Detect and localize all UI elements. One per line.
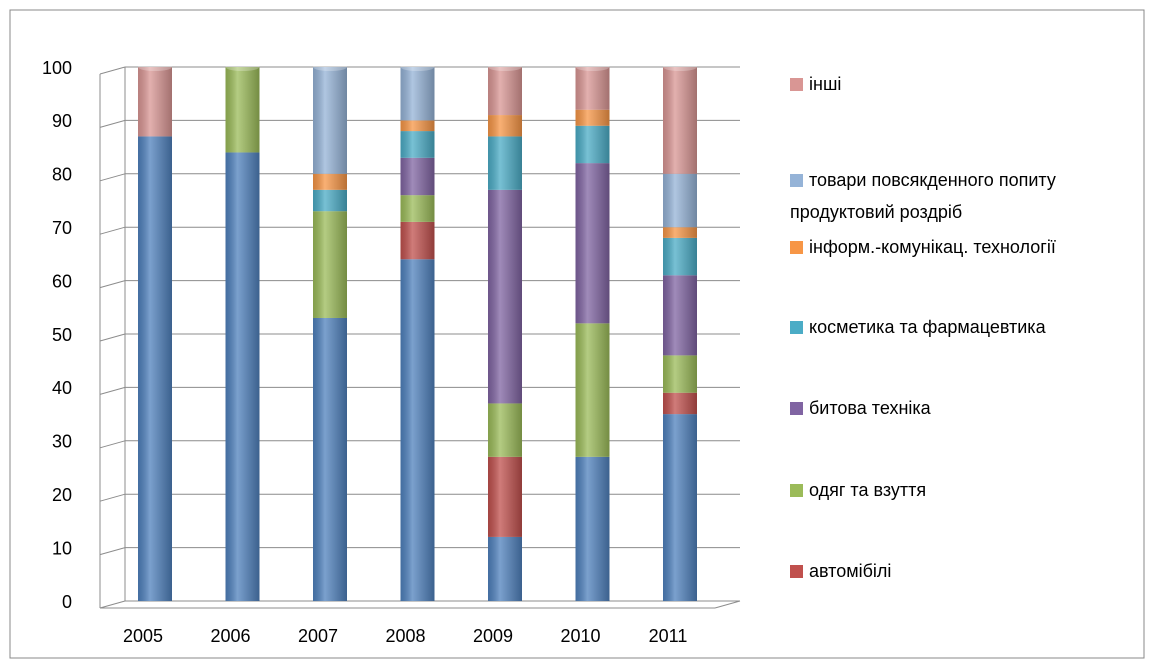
y-tick-label: 90 xyxy=(52,111,72,131)
legend-label: битова техніка xyxy=(809,398,931,418)
bar-shade xyxy=(225,67,260,153)
bar-shade xyxy=(663,67,697,174)
bar-shade xyxy=(313,67,347,174)
legend-entry: косметика та фармацевтика xyxy=(790,311,1130,343)
legend-swatch xyxy=(790,78,803,91)
bar-shade xyxy=(400,221,435,260)
bar-shade xyxy=(663,355,697,393)
bar-shade xyxy=(400,195,435,222)
bar-shade xyxy=(400,120,435,132)
bar-shade xyxy=(488,136,522,190)
legend-label: інформ.-комунікац. технології xyxy=(809,237,1056,257)
bar-cap xyxy=(663,63,697,71)
grid-line-depth xyxy=(99,493,126,502)
bar-shade xyxy=(313,317,347,601)
chart-border xyxy=(9,9,1145,659)
bar-shade xyxy=(488,189,522,404)
legend-swatch xyxy=(790,484,803,497)
bar-shade xyxy=(663,227,697,238)
bar-shade xyxy=(663,392,697,415)
grid-line-depth xyxy=(99,66,126,75)
y-tick-label: 50 xyxy=(52,325,72,345)
bar-cap xyxy=(138,63,172,71)
bar-cap xyxy=(488,63,522,71)
y-tick-label: 80 xyxy=(52,165,72,185)
bar-shade xyxy=(575,323,610,457)
bar-cap xyxy=(313,63,347,71)
grid-line-depth xyxy=(99,600,126,609)
bar-shade xyxy=(575,456,610,601)
bar-cap xyxy=(225,63,260,71)
grid-line-depth xyxy=(99,173,126,182)
legend-entry: товари повсякденного попиту продуктовий … xyxy=(790,164,1130,228)
bar-shade xyxy=(663,173,697,228)
x-tick-label: 2007 xyxy=(298,626,338,646)
legend-entry: інформ.-комунікац. технології xyxy=(790,231,1130,263)
legend-label: автомібілі xyxy=(809,561,892,581)
x-tick-label: 2011 xyxy=(649,626,688,646)
grid-line-depth xyxy=(99,280,126,289)
y-tick-label: 20 xyxy=(52,485,72,505)
bar-shade xyxy=(400,259,435,601)
bar-shade xyxy=(313,189,347,212)
legend-label: косметика та фармацевтика xyxy=(809,317,1046,337)
y-tick-label: 60 xyxy=(52,271,72,291)
bar-shade xyxy=(663,275,697,356)
bar-cap xyxy=(400,63,435,71)
legend-entry: битова техніка xyxy=(790,392,1130,424)
y-tick-label: 30 xyxy=(52,432,72,452)
y-tick-label: 70 xyxy=(52,218,72,238)
bar-shade xyxy=(400,157,435,196)
bar-shade xyxy=(400,67,435,121)
bar-shade xyxy=(575,125,610,164)
legend-swatch xyxy=(790,565,803,578)
y-tick-label: 40 xyxy=(52,378,72,398)
x-tick-label: 2008 xyxy=(385,626,425,646)
bar-shade xyxy=(138,136,172,602)
grid-line-depth xyxy=(99,226,126,235)
legend-swatch xyxy=(790,241,803,254)
x-tick-label: 2009 xyxy=(473,626,513,646)
legend-swatch xyxy=(790,402,803,415)
legend-swatch xyxy=(790,321,803,334)
axis-line xyxy=(714,600,741,609)
grid-line-depth xyxy=(99,386,126,395)
bar-shade xyxy=(313,173,347,190)
bar-shade xyxy=(488,456,522,537)
legend-label: товари повсякденного попиту продуктовий … xyxy=(790,170,1056,222)
bar-shade xyxy=(575,163,610,324)
bar-shade xyxy=(488,67,522,116)
y-tick-label: 10 xyxy=(52,538,72,558)
y-tick-label: 0 xyxy=(62,592,72,612)
grid-line-depth xyxy=(99,333,126,342)
bar-shade xyxy=(138,67,172,137)
bar-shade xyxy=(225,152,260,601)
bar-cap xyxy=(575,63,610,71)
bar-shade xyxy=(488,536,522,601)
legend-entry: інші xyxy=(790,68,1130,100)
grid-line-depth xyxy=(99,547,126,556)
legend-label: одяг та взуття xyxy=(809,480,927,500)
legend-swatch xyxy=(790,174,803,187)
bar-shade xyxy=(663,414,697,601)
legend-entry: одяг та взуття xyxy=(790,474,1130,506)
bar-shade xyxy=(663,237,697,276)
grid-line-depth xyxy=(99,119,126,128)
grid-line-depth xyxy=(99,440,126,449)
bar-shade xyxy=(400,131,435,158)
x-tick-label: 2010 xyxy=(560,626,600,646)
legend-entry: автомібілі xyxy=(790,555,1130,587)
bar-shade xyxy=(575,109,610,126)
bar-shade xyxy=(488,403,522,457)
y-tick-label: 100 xyxy=(42,58,72,78)
legend-label: інші xyxy=(809,74,842,94)
x-tick-label: 2006 xyxy=(210,626,250,646)
bar-shade xyxy=(575,67,610,110)
x-tick-label: 2005 xyxy=(123,626,163,646)
bar-shade xyxy=(313,211,347,318)
bar-shade xyxy=(488,115,522,137)
